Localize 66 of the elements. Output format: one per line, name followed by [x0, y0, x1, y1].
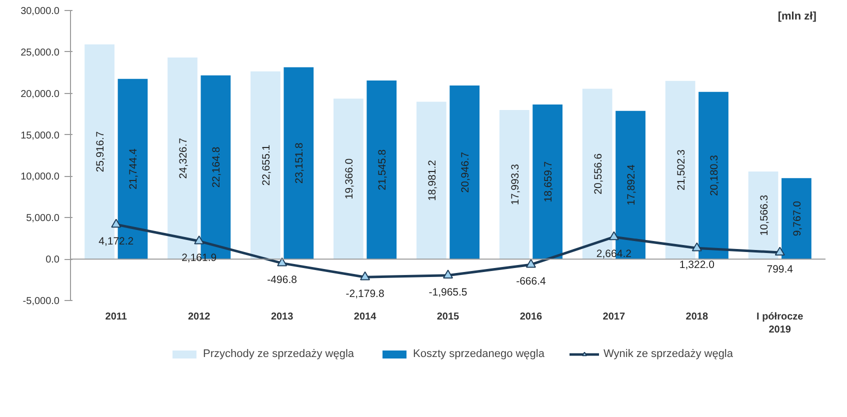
- data-label: 19,366.0: [343, 158, 356, 200]
- data-label: -496.8: [267, 274, 298, 286]
- x-tick-label: 2015: [436, 312, 460, 322]
- bar: [499, 110, 530, 260]
- x-tick-label: 2013: [270, 312, 294, 322]
- data-label: -666.4: [516, 276, 546, 288]
- legend-label: Koszty sprzedanego węgla: [413, 348, 544, 360]
- data-label: 1,322.0: [679, 259, 715, 272]
- data-label: 23,151.8: [294, 142, 306, 184]
- bar: [334, 98, 364, 260]
- x-tick-label: 2018: [686, 312, 708, 322]
- y-tick-label: 0.0: [46, 254, 60, 266]
- point: [774, 246, 785, 256]
- x-tick-label: 2014: [354, 312, 377, 322]
- bar: [532, 104, 562, 260]
- data-label: 20,556.6: [592, 153, 604, 194]
- data-label: -1,965.5: [428, 286, 468, 298]
- data-label: 21,502.3: [675, 149, 688, 190]
- data-label: 22,164.8: [210, 146, 223, 188]
- data-label: 18,981.2: [426, 160, 438, 201]
- data-label: 22,655.1: [260, 144, 272, 186]
- bar: [284, 67, 314, 260]
- y-tick-label: 15,000.0: [20, 130, 60, 142]
- point: [277, 257, 288, 266]
- point: [692, 242, 702, 252]
- data-label: 17,993.3: [509, 164, 522, 205]
- y-tick-label: 5,000.0: [26, 213, 60, 224]
- data-label: 20,180.3: [708, 154, 720, 196]
- y-tick-label: 20,000.0: [20, 88, 60, 100]
- bar: [450, 86, 480, 260]
- point: [526, 258, 536, 268]
- x-tick-label: I półrocze 2019: [756, 312, 804, 336]
- data-label: 21,744.4: [128, 148, 140, 190]
- data-label: 25,916.7: [94, 131, 107, 172]
- y-tick-label: -5,000.0: [22, 296, 60, 307]
- y-tick-label: 30,000.0: [20, 6, 60, 17]
- bar: [250, 71, 280, 260]
- x-tick-label: 2017: [602, 312, 626, 322]
- legend-label: Wynik ze sprzedaży węgla: [603, 348, 733, 360]
- point: [194, 235, 204, 244]
- data-label: 24,326.7: [178, 138, 190, 179]
- bar: [698, 92, 728, 260]
- data-label: 10,566.3: [758, 194, 770, 236]
- data-label: 799.4: [766, 263, 794, 276]
- data-label: 9,767.0: [791, 200, 804, 236]
- y-tick-label: 10,000.0: [20, 172, 60, 183]
- point: [111, 218, 122, 228]
- bar: [416, 102, 446, 260]
- legend-label: Przychody ze sprzedaży węgla: [203, 348, 354, 360]
- bar: [782, 178, 812, 260]
- data-label: 20,946.7: [460, 152, 472, 193]
- annotation: [mln zł]: [778, 10, 817, 22]
- data-label: 21,545.8: [376, 149, 389, 190]
- bar: [665, 80, 696, 260]
- y-tick-label: 25,000.0: [20, 47, 60, 58]
- point: [360, 271, 370, 280]
- data-label: 18,659.7: [542, 161, 555, 202]
- bar: [366, 80, 397, 260]
- point: [443, 270, 453, 278]
- data-label: -2,179.8: [346, 288, 384, 300]
- x-tick-label: 2016: [520, 312, 543, 322]
- data-label: 17,892.4: [626, 164, 638, 206]
- x-tick-label: 2012: [188, 312, 211, 322]
- point: [608, 231, 619, 240]
- data-label: 2,161.9: [182, 252, 217, 264]
- x-tick-label: 2011: [105, 312, 128, 322]
